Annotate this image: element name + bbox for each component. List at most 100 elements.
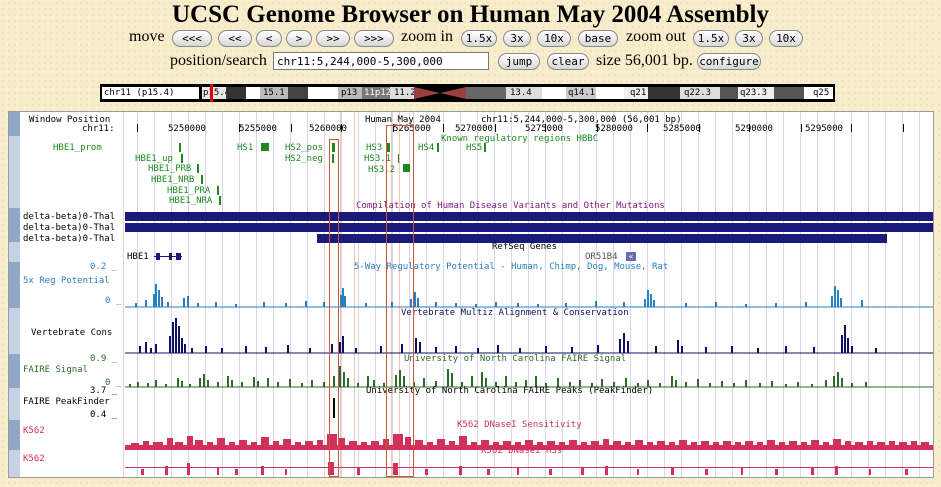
disease-variant-bar[interactable]	[125, 212, 933, 221]
gutter-faire-signal[interactable]	[9, 354, 20, 389]
faire-track-title: University of North Carolina FAIRE Signa…	[404, 354, 627, 364]
disease-label: delta-beta)0-Thal	[23, 223, 116, 233]
zoom-in-1-5x-button[interactable]: 1.5x	[461, 30, 497, 47]
current-position-marker	[210, 84, 213, 102]
assembly-label: Human May 2004	[365, 115, 441, 125]
reg-left-label: HBE1_up	[135, 154, 173, 164]
refseq-track-title: RefSeq Genes	[492, 242, 558, 252]
reg-hs-label: HS2_neg	[285, 154, 323, 164]
ruler-tick: 5270000	[455, 124, 493, 134]
ruler-tick: 5250000	[168, 124, 206, 134]
zoom-in-10x-button[interactable]: 10x	[537, 30, 571, 47]
gutter-dnase-hss[interactable]	[9, 450, 20, 477]
ruler-tick: 5290000	[735, 124, 773, 134]
zoom-out-label: zoom out	[626, 28, 686, 45]
band-label: 15.1	[263, 88, 285, 98]
gutter-regulatory-regions[interactable]	[9, 136, 20, 209]
ruler-tick: 5285000	[663, 124, 701, 134]
gene-label-hbe1[interactable]: HBE1	[127, 252, 149, 262]
cons-label: Vertebrate Cons	[31, 328, 113, 338]
band-label: p15.4	[203, 88, 231, 98]
reg-hs-label: HS3	[366, 143, 383, 153]
reg-potential-title: 5-Way Regulatory Potential - Human, Chim…	[354, 262, 669, 272]
reg-potential-graph	[125, 284, 933, 308]
track-image-panel[interactable]: Window Position chr11: Human May 2004 ch…	[8, 111, 934, 478]
reg-hs-label: HS4	[418, 143, 435, 153]
hss-label: K562	[23, 454, 45, 464]
zoom-in-3x-button[interactable]: 3x	[503, 30, 531, 47]
faire-peak[interactable]	[333, 398, 335, 418]
position-search-input[interactable]	[273, 52, 489, 70]
peak-track-title: University of North Carolina FAIRE Peaks…	[366, 386, 654, 396]
gutter-ruler[interactable]	[9, 112, 20, 137]
gene-label-or51b4[interactable]: OR51B4	[585, 252, 618, 262]
chevron-left-icon[interactable]: «	[626, 252, 636, 261]
cons-track-title: Vertebrate Multiz Alignment & Conservati…	[401, 308, 629, 318]
peak-min: 0.4 _	[90, 410, 118, 420]
reg-left-label: HBE1_PRB	[148, 164, 192, 174]
hss-track-title: K562 DNaseI HSs	[481, 446, 563, 456]
dnase-track-title: K562 DNaseI Sensitivity	[457, 420, 582, 430]
reg-left-label: HBE1_PRA	[167, 186, 211, 196]
band-label: 13.4	[510, 88, 532, 98]
band-label: q21	[630, 88, 647, 98]
reg-left-label: HBE1_NRA	[169, 196, 213, 206]
highlight-box	[329, 139, 339, 477]
move-far-left-button[interactable]: <<<	[172, 30, 212, 47]
gutter-disease-variants[interactable]	[9, 208, 20, 243]
band-label: 11.2	[394, 88, 416, 98]
configure-button[interactable]: configure	[697, 53, 761, 70]
move-right-button[interactable]: >	[286, 30, 312, 47]
ruler-tick: 5265000	[393, 124, 431, 134]
move-left-more-button[interactable]: <<	[218, 30, 252, 47]
page-title: UCSC Genome Browser on Human May 2004 As…	[171, 1, 769, 28]
ruler-tick: 5295000	[805, 124, 843, 134]
band-label: 11p12	[364, 88, 392, 98]
reg-track-title: Known regulatory regions HBBC	[441, 134, 599, 144]
zoom-base-button[interactable]: base	[578, 30, 618, 47]
chromosome-ideogram[interactable]: chr11 (p15.4) p15.4 15.1 p13 11p12 11.2 …	[100, 84, 835, 102]
peak-max: 3.7 _	[90, 386, 118, 396]
gutter-dnase[interactable]	[9, 420, 20, 451]
reg-potential-min: 0 _	[105, 296, 122, 306]
highlight-box	[386, 125, 414, 477]
zoom-out-3x-button[interactable]: 3x	[735, 30, 763, 47]
faire-max: 0.9 _	[90, 354, 118, 364]
position-search-label: position/search	[170, 52, 267, 69]
disease-variant-bar[interactable]	[125, 223, 933, 232]
faire-min: 0 _	[105, 378, 122, 388]
move-far-right-button[interactable]: >>>	[354, 30, 394, 47]
peak-label: FAIRE PeakFinder	[23, 397, 110, 407]
ruler-tick: 5280000	[595, 124, 633, 134]
gutter-refseq[interactable]	[9, 242, 20, 263]
reg-left-label: HBE1_NRB	[151, 175, 195, 185]
disease-label: delta-beta)0-Thal	[23, 234, 116, 244]
move-label: move	[129, 28, 165, 45]
reg-hs-label: HS2_pos	[285, 143, 323, 153]
zoom-out-1-5x-button[interactable]: 1.5x	[693, 30, 729, 47]
gutter-faire-peaks[interactable]	[9, 388, 20, 421]
reg-left-label: HBE1_prom	[53, 143, 102, 153]
disease-variant-bar[interactable]	[317, 234, 887, 243]
chr-label: chr11:	[82, 124, 115, 134]
dnase-sensitivity-graph	[125, 434, 933, 450]
jump-button[interactable]: jump	[498, 53, 540, 70]
size-text: size 56,001 bp.	[596, 52, 693, 69]
gutter-conservation[interactable]	[9, 308, 20, 355]
band-label: q22.3	[684, 88, 712, 98]
range-label: chr11:5,244,000-5,300,000 (56,001 bp)	[481, 115, 682, 125]
move-right-more-button[interactable]: >>	[316, 30, 350, 47]
faire-label: FAIRE Signal	[23, 365, 89, 375]
zoom-in-label: zoom in	[401, 28, 453, 45]
band-label: q14.1	[568, 88, 596, 98]
clear-button[interactable]: clear	[547, 53, 589, 70]
ideogram-chrom-label: chr11 (p15.4)	[104, 88, 175, 98]
band-label: q25	[813, 88, 830, 98]
move-left-button[interactable]: <	[256, 30, 282, 47]
gutter-reg-potential[interactable]	[9, 262, 20, 309]
faire-signal-graph	[125, 366, 933, 388]
zoom-out-10x-button[interactable]: 10x	[769, 30, 803, 47]
conservation-graph	[125, 318, 933, 354]
reg-hs-label: HS1	[237, 143, 254, 153]
dnase-hss-graph	[125, 462, 933, 475]
